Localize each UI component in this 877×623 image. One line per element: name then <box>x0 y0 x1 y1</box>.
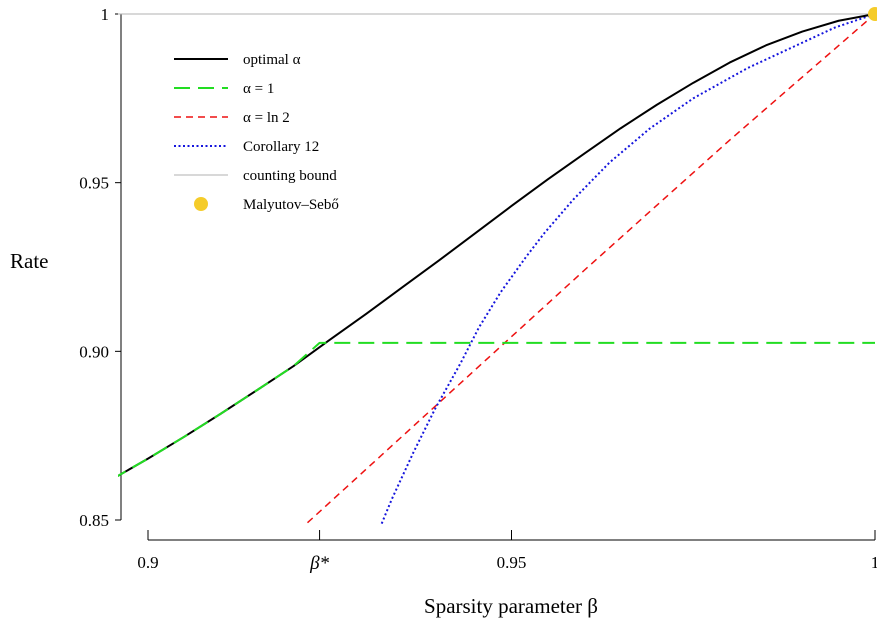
legend-label: α = ln 2 <box>243 110 290 126</box>
series-layer <box>118 13 876 525</box>
y-axis-ticks: 0.85 0.90 0.95 1 <box>79 5 121 530</box>
axes <box>120 14 875 541</box>
legend-label: counting bound <box>243 168 337 184</box>
y-axis-title: Rate <box>10 249 48 273</box>
legend-label: Malyutov–Sebő <box>243 197 339 213</box>
legend-swatch-malyutov-seb <box>194 197 208 211</box>
legend-label: α = 1 <box>243 81 274 97</box>
y-tick-label: 0.85 <box>79 511 109 530</box>
point-malyutov-seb <box>868 7 877 21</box>
x-tick-label: β* <box>309 553 329 574</box>
x-axis-title: Sparsity parameter β <box>424 594 598 618</box>
series-line-1 <box>118 341 875 478</box>
y-tick-label: 0.95 <box>79 174 109 193</box>
x-tick-label: 0.95 <box>497 553 527 572</box>
x-axis-ticks: 0.9 β* 0.95 1 <box>137 530 877 574</box>
series-line-ln-2 <box>303 13 876 525</box>
legend-label: optimal α <box>243 52 301 68</box>
marker-layer <box>868 7 877 21</box>
legend-label: Corollary 12 <box>243 139 319 155</box>
series-line-corollary-12 <box>380 13 876 525</box>
y-tick-label: 0.90 <box>79 342 109 361</box>
y-tick-label: 1 <box>101 5 110 24</box>
x-tick-label: 1 <box>871 553 877 572</box>
x-tick-label: 0.9 <box>137 553 158 572</box>
legend: optimal α α = 1 α = ln 2 Corollary 12 counti… <box>174 52 339 213</box>
